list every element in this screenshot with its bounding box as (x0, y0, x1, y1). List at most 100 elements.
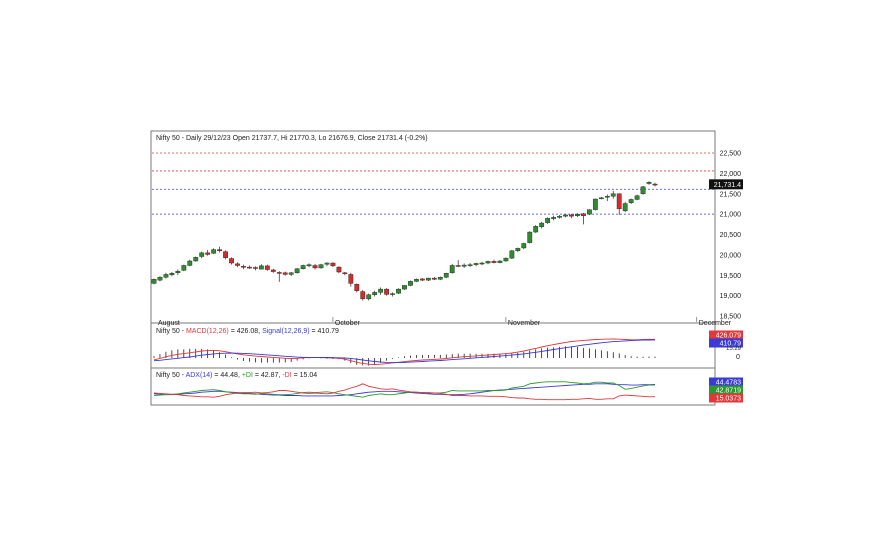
price-y-tick-label: 18,500 (720, 314, 742, 321)
pdi-legend-value: 42.87 (261, 372, 279, 379)
candle (163, 272, 169, 279)
candle-body (288, 272, 294, 275)
candle-body (515, 248, 521, 251)
price-y-tick-label: 19,500 (720, 273, 742, 280)
candle (354, 283, 360, 293)
macd-zero-tick: 0 (736, 354, 740, 361)
candle-body (300, 265, 306, 269)
candle (539, 221, 545, 229)
candle (187, 259, 193, 267)
candle-body (408, 281, 413, 286)
candle-body (187, 260, 193, 266)
signal-legend-value: 410.79 (318, 328, 340, 335)
signal-line (153, 339, 656, 364)
candle-body (425, 277, 431, 281)
price-y-tick-label: 20,000 (720, 252, 742, 259)
candle (646, 181, 652, 185)
candle-body (527, 231, 533, 243)
candle-body (252, 267, 258, 269)
candle-body (336, 266, 342, 273)
month-label: November (508, 320, 541, 327)
candle-body (539, 222, 545, 227)
candle (342, 271, 348, 276)
candle (276, 271, 282, 282)
candle (628, 198, 634, 204)
candle (652, 182, 658, 187)
candle-body (569, 214, 574, 217)
candle (610, 190, 616, 199)
candle (336, 266, 342, 274)
candle-body (491, 261, 497, 263)
adx-value-badge (709, 377, 743, 387)
adx-legend-value: 44.48 (220, 372, 238, 379)
candle-body (199, 252, 205, 257)
candle-body (354, 284, 360, 291)
candle (211, 248, 217, 255)
candle (425, 277, 431, 281)
candle-body (592, 198, 598, 210)
candle-body (264, 265, 270, 270)
candle-body (616, 193, 622, 210)
candle-body (223, 251, 228, 258)
candle (306, 263, 312, 268)
candle (151, 278, 157, 285)
candle-body (467, 264, 473, 266)
pdi-value-label: 42.8719 (716, 388, 741, 395)
mdi-legend-label: -DI (282, 372, 291, 379)
candle-body (533, 226, 539, 233)
candle-body (217, 249, 223, 251)
candle-body (193, 257, 199, 262)
candle (324, 262, 330, 267)
candle (533, 225, 539, 233)
candle (557, 214, 562, 219)
candle-body (342, 272, 348, 275)
candle-body (414, 279, 419, 282)
candle (258, 264, 264, 270)
candle-body (348, 274, 354, 284)
candle-body (324, 262, 330, 265)
candle (264, 264, 270, 271)
candle (157, 276, 163, 282)
macd-legend-label: MACD(12,26) (186, 328, 229, 335)
candle (622, 201, 628, 213)
candle (384, 288, 390, 296)
signal-legend-label: Signal(12,26,9) (262, 328, 309, 335)
candle (419, 278, 425, 281)
candle (378, 287, 384, 295)
macd-legend-name: Nifty 50 (156, 328, 180, 335)
candle-body (509, 250, 515, 259)
candle (247, 265, 252, 269)
candle (461, 263, 467, 268)
candle-body (372, 292, 378, 296)
hist-value-label: 15.29 (726, 346, 742, 352)
mdi-legend-value: 15.04 (300, 372, 318, 379)
price-y-tick-label: 20,500 (720, 232, 742, 239)
candle (443, 272, 449, 279)
candle-body (610, 193, 616, 197)
candle-body (360, 291, 366, 300)
macd-value-badge (709, 330, 743, 340)
last-price-label: 21,731.4 (714, 182, 741, 189)
candle (366, 293, 372, 301)
price-y-tick-label: 21,500 (720, 191, 742, 198)
adx-legend-label: ADX(14) (186, 372, 213, 379)
candle (348, 272, 354, 287)
candle-body (431, 277, 437, 280)
candle-body (247, 266, 252, 269)
candle-body (390, 293, 395, 295)
macd-value-label: 426.079 (716, 333, 741, 340)
candle-body (437, 277, 443, 280)
candle-body (205, 252, 211, 255)
candle (330, 262, 336, 268)
svg-text:Nifty 50 - MACD(12,26) = 426.0: Nifty 50 - MACD(12,26) = 426.08, Signal(… (156, 328, 339, 335)
mdi-value-label: 15.0373 (716, 396, 741, 403)
candle (390, 292, 395, 297)
candle (551, 215, 557, 221)
candle-body (598, 197, 604, 200)
mdi-value-badge (709, 393, 743, 403)
candle-body (402, 285, 407, 290)
last-price-badge (709, 179, 743, 190)
candle (294, 267, 300, 274)
price-chart-title: Nifty 50 - Daily 29/12/23 Open 21737.7, … (156, 135, 428, 142)
candle-body (241, 266, 246, 268)
